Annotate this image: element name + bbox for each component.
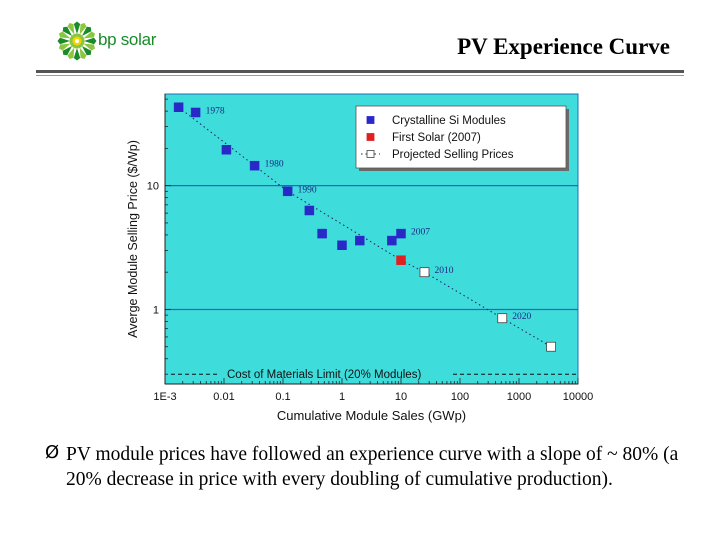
- data-point: [337, 240, 347, 251]
- year-annotation: 2010: [434, 266, 453, 276]
- logo-petal: [83, 43, 96, 51]
- legend-box: [355, 105, 567, 169]
- logo-petal: [84, 37, 97, 45]
- legend-label: Crystalline Si Modules: [392, 115, 506, 127]
- x-tick-label: 1E-3: [153, 391, 176, 403]
- slide-title: PV Experience Curve: [457, 34, 670, 59]
- logo-petal: [79, 22, 87, 35]
- legend-label: First Solar (2007): [392, 132, 481, 144]
- logo-petal: [81, 45, 92, 56]
- bp-helios-icon: [57, 21, 97, 61]
- logo-petal: [57, 37, 70, 45]
- title-divider-thin: [36, 75, 684, 76]
- data-point: [317, 228, 327, 239]
- y-tick-label: 1: [153, 304, 159, 316]
- logo-petal: [67, 22, 75, 35]
- arrow-bullet-icon: Ø: [45, 442, 60, 463]
- data-point: [304, 205, 315, 216]
- x-tick-label: 10: [395, 391, 407, 403]
- logo-petal: [79, 47, 87, 60]
- data-point: [221, 145, 232, 155]
- data-point: [396, 228, 406, 239]
- y-axis-label: Averge Module Selling Price ($/Wp): [126, 140, 140, 338]
- logo-petal: [67, 47, 75, 60]
- year-annotation: 1978: [206, 106, 225, 116]
- data-point: [396, 255, 406, 265]
- x-tick-label: 1: [339, 391, 345, 403]
- logo-petal: [73, 48, 81, 61]
- x-tick-label: 10000: [563, 391, 594, 403]
- logo-petal: [58, 43, 71, 51]
- logo-petal: [81, 26, 92, 37]
- title-divider: [36, 70, 684, 73]
- logo-petal: [62, 45, 73, 56]
- logo-petal: [83, 31, 96, 39]
- legend-label: Projected Selling Prices: [392, 149, 514, 161]
- year-annotation: 2020: [512, 312, 531, 322]
- data-point: [249, 160, 260, 171]
- x-tick-label: 1000: [507, 391, 531, 403]
- legend-marker: [366, 150, 375, 158]
- data-point: [546, 341, 557, 352]
- bp-solar-logo: [57, 21, 97, 61]
- x-tick-label: 0.01: [213, 391, 234, 403]
- x-tick-label: 100: [451, 391, 469, 403]
- year-annotation: 1990: [298, 185, 317, 195]
- x-axis-label: Cumulative Module Sales (GWp): [277, 408, 466, 423]
- data-point: [173, 102, 184, 112]
- logo-petal: [73, 21, 81, 34]
- data-point: [419, 267, 430, 278]
- year-annotation: 1980: [265, 160, 284, 170]
- x-tick-label: 0.1: [275, 391, 290, 403]
- logo-petal: [58, 31, 71, 39]
- data-point: [282, 186, 293, 197]
- bullet-text: PV module prices have followed an experi…: [66, 444, 679, 490]
- brand-name: bp solar: [98, 30, 157, 49]
- data-point: [355, 235, 365, 246]
- data-point: [190, 107, 201, 118]
- y-tick-label: 10: [147, 181, 159, 193]
- year-annotation: 2007: [411, 228, 430, 238]
- cost-limit-label: Cost of Materials Limit (20% Modules): [227, 369, 421, 381]
- logo-petal: [62, 26, 73, 37]
- data-point: [387, 235, 397, 246]
- data-point: [497, 313, 508, 324]
- legend-marker: [366, 133, 375, 141]
- experience-curve-chart: Cost of Materials Limit (20% Modules) 19…: [126, 93, 594, 423]
- legend-marker: [366, 116, 375, 124]
